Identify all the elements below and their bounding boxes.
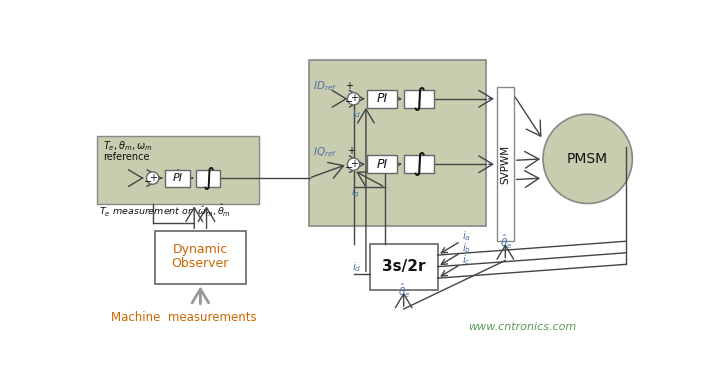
- Text: PI: PI: [376, 158, 388, 171]
- Text: −: −: [144, 177, 153, 187]
- Text: $ID_{ref}$: $ID_{ref}$: [313, 80, 337, 94]
- Bar: [309, 60, 486, 226]
- Bar: [155, 231, 246, 283]
- Bar: [196, 170, 221, 187]
- Text: PMSM: PMSM: [567, 152, 608, 166]
- Bar: [404, 89, 433, 108]
- Bar: [368, 89, 397, 108]
- Text: $\int$: $\int$: [201, 165, 214, 191]
- Bar: [368, 155, 397, 174]
- Text: Dynamic: Dynamic: [173, 243, 228, 256]
- Bar: [497, 87, 514, 241]
- Circle shape: [348, 158, 360, 171]
- Text: $i_b$: $i_b$: [462, 241, 471, 255]
- Text: $T_e,\theta_m,\omega_m$: $T_e,\theta_m,\omega_m$: [104, 140, 153, 153]
- Circle shape: [543, 114, 633, 203]
- Text: PI: PI: [376, 92, 388, 105]
- Text: +: +: [149, 173, 156, 183]
- Text: SVPWM: SVPWM: [501, 145, 511, 184]
- Text: $\hat{\theta}_e$: $\hat{\theta}_e$: [500, 233, 513, 251]
- Text: $i_c$: $i_c$: [462, 253, 471, 267]
- Bar: [165, 170, 190, 187]
- Text: $\int$: $\int$: [412, 150, 426, 178]
- Text: reference: reference: [104, 152, 150, 162]
- Text: PI: PI: [172, 173, 182, 183]
- Circle shape: [146, 172, 159, 184]
- Text: +: +: [345, 81, 353, 91]
- Text: $IQ_{ref}$: $IQ_{ref}$: [313, 145, 337, 159]
- Text: $i_d$: $i_d$: [352, 106, 361, 120]
- Text: −: −: [346, 97, 353, 107]
- Bar: [97, 136, 259, 203]
- Text: $\int$: $\int$: [412, 85, 426, 113]
- Text: $i_a$: $i_a$: [462, 230, 471, 243]
- Text: www.cntronics.com: www.cntronics.com: [468, 322, 577, 332]
- Text: +: +: [350, 159, 358, 169]
- Text: Observer: Observer: [171, 257, 229, 270]
- Text: $T_e$ measurement or  $\hat{\omega}_m,\hat{\theta}_m$: $T_e$ measurement or $\hat{\omega}_m,\ha…: [99, 202, 231, 218]
- Text: +: +: [347, 146, 355, 156]
- Text: +: +: [350, 94, 358, 103]
- Circle shape: [348, 93, 360, 105]
- Text: Machine  measurements: Machine measurements: [111, 310, 256, 324]
- Text: $i_d$: $i_d$: [352, 260, 361, 274]
- Text: $i_q$: $i_q$: [351, 186, 361, 200]
- Text: 3s/2r: 3s/2r: [382, 259, 426, 274]
- Text: −: −: [346, 163, 353, 173]
- Text: $\hat{\theta}_e$: $\hat{\theta}_e$: [398, 282, 411, 300]
- Bar: [404, 155, 433, 174]
- Bar: [370, 243, 438, 290]
